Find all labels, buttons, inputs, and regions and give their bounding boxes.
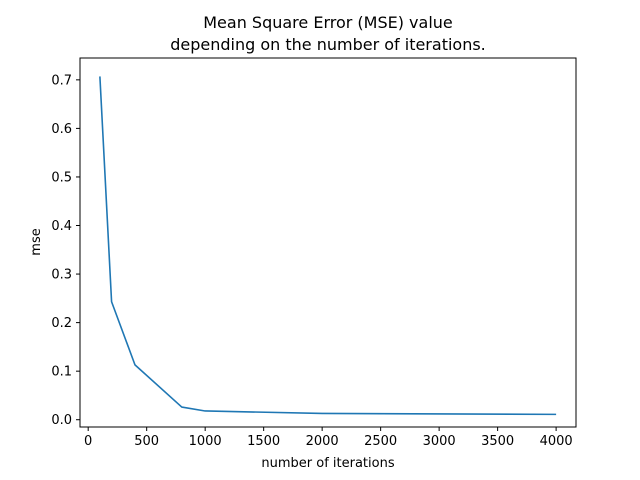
y-tick-label: 0.0	[51, 413, 72, 428]
y-tick-label: 0.6	[51, 122, 72, 137]
y-tick-label: 0.5	[51, 170, 72, 185]
y-tick-label: 0.1	[51, 365, 72, 380]
x-tick-label: 500	[134, 434, 159, 449]
series-line	[99, 76, 557, 416]
x-tick-label: 2500	[364, 434, 397, 449]
y-axis-label: mse	[29, 228, 44, 255]
x-tick-label: 1500	[247, 434, 280, 449]
x-tick-label: 3000	[423, 434, 456, 449]
x-tick-label: 0	[84, 434, 92, 449]
x-axis-label: number of iterations	[261, 456, 394, 471]
axes-frame	[79, 57, 577, 428]
y-tick-label: 0.2	[51, 316, 72, 331]
y-tick-label: 0.7	[51, 73, 72, 88]
x-tick-label: 4000	[540, 434, 573, 449]
plot-area	[99, 76, 557, 416]
x-tick-label: 3500	[481, 434, 514, 449]
chart-title-line-1: Mean Square Error (MSE) value	[203, 13, 453, 32]
y-tick-label: 0.4	[51, 219, 72, 234]
y-tick-label: 0.3	[51, 268, 72, 283]
x-axis-ticks: 0 500 1000 1500 2000 2500 3000 3500 4000	[84, 427, 573, 449]
x-tick-label: 1000	[189, 434, 222, 449]
y-axis-ticks: 0.0 0.1 0.2 0.3 0.4 0.5 0.6 0.7	[51, 73, 80, 428]
x-tick-label: 2000	[306, 434, 339, 449]
chart-title-line-2: depending on the number of iterations.	[170, 35, 486, 54]
